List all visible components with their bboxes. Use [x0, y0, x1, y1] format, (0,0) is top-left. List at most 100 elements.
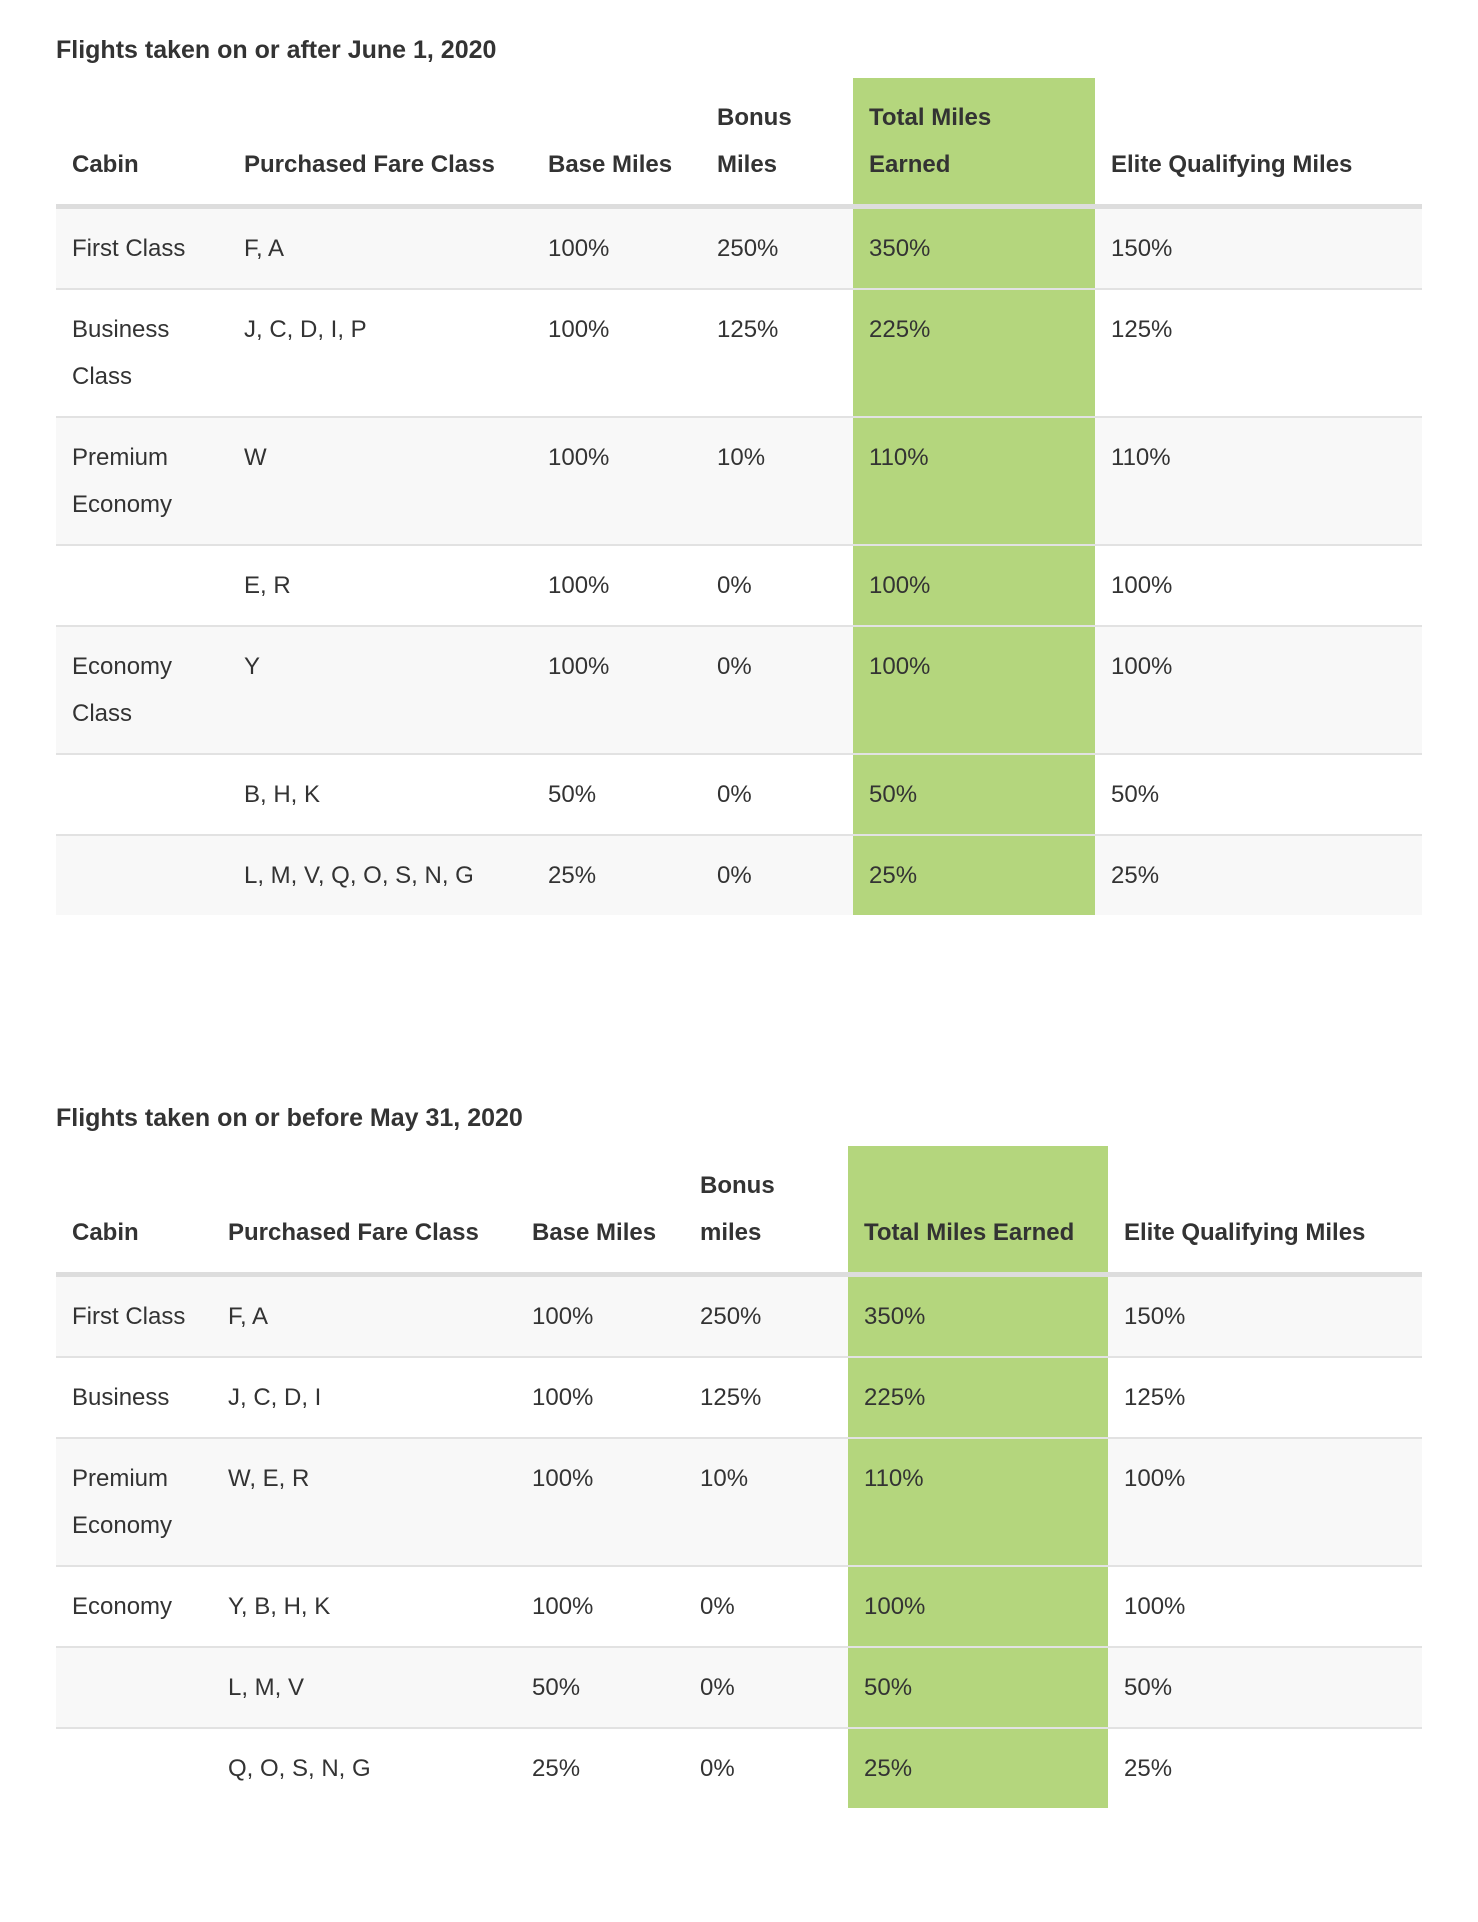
- cell-fare-class: Y, B, H, K: [212, 1566, 516, 1648]
- section-before-may-2020: Flights taken on or before May 31, 2020 …: [56, 1098, 1422, 1808]
- section-after-june-2020: Flights taken on or after June 1, 2020 C…: [56, 30, 1422, 915]
- cell-elite-miles: 100%: [1108, 1566, 1422, 1648]
- table-row: B, H, K 50% 0% 50% 50%: [56, 754, 1422, 836]
- section-title: Flights taken on or before May 31, 2020: [56, 1104, 523, 1132]
- table-row: Premium Economy W 100% 10% 110% 110%: [56, 417, 1422, 546]
- table-row: Business Class J, C, D, I, P 100% 125% 225% 1…: [56, 289, 1422, 418]
- cell-total-miles: 25%: [853, 835, 1095, 915]
- cell-fare-class: W: [228, 417, 532, 546]
- cell-bonus-miles: 0%: [701, 545, 853, 627]
- cell-bonus-miles: 0%: [700, 1755, 735, 1782]
- cell-total-miles: 100%: [853, 626, 1095, 755]
- header-cabin: Cabin: [56, 1146, 212, 1277]
- cell-bonus-miles: 0%: [701, 835, 853, 915]
- miles-table: Cabin Purchased Fare Class Base Miles Bonus…: [56, 1146, 1422, 1808]
- cell-elite-miles: 50%: [1108, 1647, 1422, 1729]
- cell-total-miles: 350%: [853, 206, 1095, 290]
- cell-base-miles: 100%: [516, 1566, 684, 1648]
- cell-bonus-miles: 0%: [701, 626, 853, 755]
- cell-total-miles: 100%: [848, 1566, 1108, 1648]
- header-row: Cabin Purchased Fare Class Base Miles Bonus…: [56, 1146, 1422, 1277]
- cell-total-miles: 25%: [848, 1728, 1108, 1808]
- cell-elite-miles: 125%: [1095, 289, 1422, 418]
- table-row: First Class F, A 100% 250% 350% 150%: [56, 1274, 1422, 1358]
- cell-elite-miles: 150%: [1108, 1274, 1422, 1358]
- cell-bonus-miles: 0%: [684, 1566, 848, 1648]
- cell-fare-class: B, H, K: [228, 754, 532, 836]
- cell-base-miles: 100%: [516, 1438, 684, 1567]
- cell-fare-class: W, E, R: [212, 1438, 516, 1567]
- cell-fare-class: Q, O, S, N, G: [228, 1755, 371, 1782]
- cell-bonus-miles: 125%: [684, 1357, 848, 1439]
- cell-base-miles: 100%: [532, 289, 701, 418]
- cell-elite-miles: 150%: [1095, 206, 1422, 290]
- cell-elite-miles: 125%: [1108, 1357, 1422, 1439]
- cell-cabin: [56, 835, 228, 915]
- cell-total-miles: 350%: [848, 1274, 1108, 1358]
- table-row: L, M, V, Q, O, S, N, G 25% 0% 25% 25%: [56, 835, 1422, 915]
- cell-cabin: First Class: [56, 206, 228, 290]
- cell-elite-miles: 100%: [1108, 1438, 1422, 1567]
- table-row: L, M, V 50% 0% 50% 50%: [56, 1647, 1422, 1729]
- header-total-miles: Total Miles Earned: [853, 78, 1095, 209]
- header-elite-miles: Elite Qualifying Miles: [1108, 1146, 1422, 1277]
- cell-total-miles: 110%: [853, 417, 1095, 546]
- cell-base-miles: 100%: [532, 206, 701, 290]
- cell-total-miles: 225%: [853, 289, 1095, 418]
- cell-total-miles: 100%: [853, 545, 1095, 627]
- section-title: Flights taken on or after June 1, 2020: [56, 36, 497, 64]
- cell-elite-miles: 100%: [1095, 626, 1422, 755]
- cell-bonus-miles: 250%: [684, 1274, 848, 1358]
- cell-fare-class: L, M, V: [212, 1647, 516, 1729]
- table-row: Q, O, S, N, G 25% 0% 25% 25%: [56, 1728, 1422, 1808]
- cell-fare-class: L, M, V, Q, O, S, N, G: [228, 835, 532, 915]
- header-bonus-miles: Bonus miles: [684, 1146, 848, 1277]
- cell-bonus-miles: 250%: [701, 206, 853, 290]
- cell-cabin: First Class: [56, 1274, 212, 1358]
- header-base-miles: Base Miles: [516, 1146, 684, 1277]
- table-row: Economy Class Y 100% 0% 100% 100%: [56, 626, 1422, 755]
- cell-fare-class: J, C, D, I: [212, 1357, 516, 1439]
- cell-cabin: Economy Class: [56, 626, 228, 755]
- cell-elite-miles: 50%: [1095, 754, 1422, 836]
- cell-cabin: Business Class: [56, 289, 228, 418]
- cell-base-miles: 25%: [532, 835, 701, 915]
- cell-cabin: Economy: [56, 1566, 212, 1648]
- cell-cabin: [56, 1647, 212, 1729]
- cell-bonus-miles: 125%: [701, 289, 853, 418]
- cell-elite-miles: 25%: [1095, 835, 1422, 915]
- cell-cabin: [56, 754, 228, 836]
- header-fare-class: Purchased Fare Class: [212, 1146, 516, 1277]
- cell-cabin: Premium Economy: [56, 417, 228, 546]
- cell-elite-miles: 25%: [1124, 1755, 1173, 1782]
- cell-bonus-miles: 10%: [701, 417, 853, 546]
- cell-base-miles: 100%: [532, 545, 701, 627]
- header-row: Cabin Purchased Fare Class Base Miles Bonus…: [56, 78, 1422, 209]
- cell-fare-class: Y: [228, 626, 532, 755]
- header-bonus-miles: Bonus Miles: [701, 78, 853, 209]
- header-fare-class: Purchased Fare Class: [228, 78, 532, 209]
- table-row: Premium Economy W, E, R 100% 10% 110% 100%: [56, 1438, 1422, 1567]
- cell-base-miles: 25%: [532, 1755, 581, 1782]
- cell-cabin: [56, 1728, 212, 1808]
- cell-fare-class: J, C, D, I, P: [228, 289, 532, 418]
- cell-bonus-miles: 0%: [684, 1647, 848, 1729]
- table-row: First Class F, A 100% 250% 350% 150%: [56, 206, 1422, 290]
- cell-fare-class: E, R: [228, 545, 532, 627]
- header-total-miles: Total Miles Earned: [848, 1146, 1108, 1277]
- cell-bonus-miles: 0%: [701, 754, 853, 836]
- cell-cabin: Premium Economy: [56, 1438, 212, 1567]
- cell-total-miles: 110%: [848, 1438, 1108, 1567]
- cell-base-miles: 100%: [516, 1274, 684, 1358]
- header-base-miles: Base Miles: [532, 78, 701, 209]
- cell-elite-miles: 100%: [1095, 545, 1422, 627]
- miles-table: Cabin Purchased Fare Class Base Miles Bonus…: [56, 78, 1422, 915]
- cell-cabin: Business: [56, 1357, 212, 1439]
- cell-total-miles: 50%: [853, 754, 1095, 836]
- cell-base-miles: 100%: [532, 417, 701, 546]
- header-elite-miles: Elite Qualifying Miles: [1095, 78, 1422, 209]
- table-row: Economy Y, B, H, K 100% 0% 100% 100%: [56, 1566, 1422, 1648]
- cell-fare-class: F, A: [212, 1274, 516, 1358]
- cell-base-miles: 100%: [516, 1357, 684, 1439]
- cell-base-miles: 50%: [516, 1647, 684, 1729]
